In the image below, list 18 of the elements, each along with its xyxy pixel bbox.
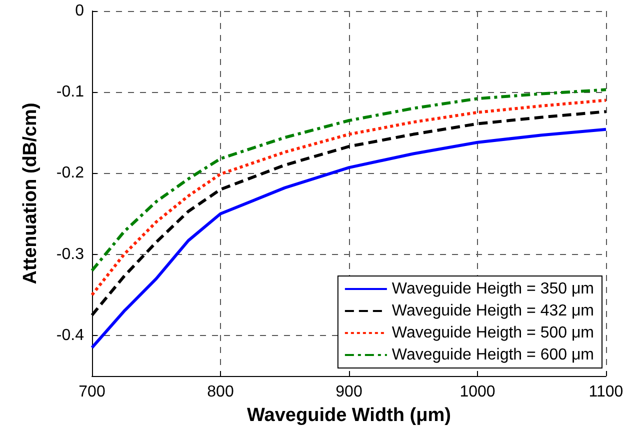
legend-label: Waveguide Heigth = 432 μm (392, 302, 594, 320)
legend-label: Waveguide Heigth = 500 μm (392, 324, 594, 342)
x-axis-title: Waveguide Width (μm) (247, 405, 451, 426)
y-tick-label: -0.4 (56, 326, 84, 344)
line-series (90, 128, 608, 350)
legend-label: Waveguide Heigth = 350 μm (392, 280, 594, 298)
y-axis-title: Attenuation (dB/cm) (20, 102, 41, 284)
legend-label: Waveguide Heigth = 600 μm (392, 346, 594, 364)
y-tick-label: -0.3 (56, 246, 84, 263)
x-tick-label: 700 (78, 384, 106, 400)
y-tick-label: -0.1 (56, 84, 84, 101)
y-tick-label: 0 (75, 2, 84, 20)
x-tick-label: 1100 (588, 384, 624, 400)
x-tick-label: 800 (207, 384, 234, 400)
x-tick-label: 1000 (460, 384, 496, 400)
y-tick-label: -0.2 (56, 164, 84, 182)
line-series (90, 88, 608, 272)
x-tick-label: 900 (336, 384, 362, 400)
